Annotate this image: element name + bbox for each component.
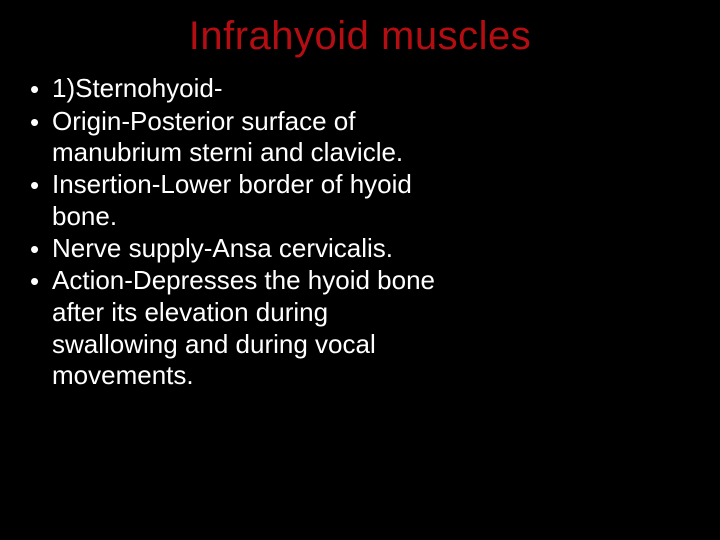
slide-title: Infrahyoid muscles	[0, 0, 720, 67]
bullet-text: Origin-Posterior surface of manubrium st…	[52, 106, 460, 169]
list-item: • Origin-Posterior surface of manubrium …	[30, 106, 460, 169]
bullet-text: Nerve supply-Ansa cervicalis.	[52, 233, 460, 265]
bullet-icon: •	[30, 106, 52, 139]
list-item: • 1)Sternohyoid-	[30, 73, 460, 106]
bullet-icon: •	[30, 233, 52, 266]
list-item: • Insertion-Lower border of hyoid bone.	[30, 169, 460, 232]
list-item: • Action-Depresses the hyoid bone after …	[30, 265, 460, 392]
bullet-text: 1)Sternohyoid-	[52, 73, 460, 105]
list-item: • Nerve supply-Ansa cervicalis.	[30, 233, 460, 266]
bullet-icon: •	[30, 265, 52, 298]
slide: Infrahyoid muscles • 1)Sternohyoid- • Or…	[0, 0, 720, 540]
bullet-text: Action-Depresses the hyoid bone after it…	[52, 265, 460, 392]
bullet-list: • 1)Sternohyoid- • Origin-Posterior surf…	[0, 67, 720, 392]
bullet-icon: •	[30, 73, 52, 106]
bullet-icon: •	[30, 169, 52, 202]
bullet-text: Insertion-Lower border of hyoid bone.	[52, 169, 460, 232]
